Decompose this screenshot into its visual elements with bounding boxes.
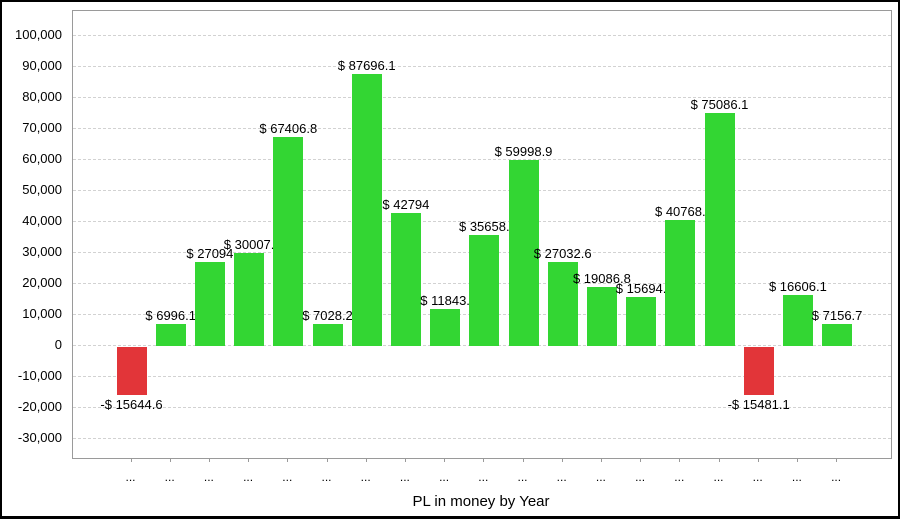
bar [273, 137, 304, 346]
x-axis-tick-mark [640, 458, 642, 462]
bar-value-label: -$ 15481.1 [727, 396, 790, 412]
y-axis-tick-label: 50,000 [22, 182, 62, 197]
x-axis-tick-mark [757, 458, 759, 462]
bar [782, 294, 813, 346]
x-axis-tick-label: ... [282, 470, 293, 484]
x-axis-tick-mark [248, 458, 250, 462]
x-axis-tick-label: ... [321, 470, 332, 484]
x-axis-tick-label: ... [125, 470, 136, 484]
grid-line [73, 376, 891, 377]
x-axis-tick-label: ... [164, 470, 175, 484]
x-axis-tick-mark [326, 458, 328, 462]
x-axis-tick-label: ... [831, 470, 842, 484]
bar [665, 219, 696, 346]
x-axis-tick-mark [130, 458, 132, 462]
x-axis-tick-mark [365, 458, 367, 462]
grid-line [73, 66, 891, 67]
x-axis-tick-label: ... [360, 470, 371, 484]
x-axis-tick-label: ... [399, 470, 410, 484]
bar [351, 74, 382, 346]
bar [430, 309, 461, 346]
x-axis-tick-mark [679, 458, 681, 462]
x-axis-tick-mark [718, 458, 720, 462]
bar [312, 324, 343, 346]
bar [234, 252, 265, 346]
x-axis-tick-mark [522, 458, 524, 462]
x-axis-tick-label: ... [243, 470, 254, 484]
x-axis-tick-mark [169, 458, 171, 462]
bar [390, 213, 421, 346]
y-axis-tick-label: 100,000 [15, 27, 62, 42]
x-axis-tick-mark [208, 458, 210, 462]
y-axis-tick-label: 20,000 [22, 275, 62, 290]
x-axis-tick-label: ... [439, 470, 450, 484]
y-axis-tick-label: -20,000 [17, 399, 62, 414]
y-axis-tick-label: -10,000 [17, 368, 62, 383]
x-axis-tick-label: ... [791, 470, 802, 484]
grid-line [73, 190, 891, 191]
bar [116, 347, 147, 396]
y-axis-tick-label: 30,000 [22, 244, 62, 259]
x-axis-tick-mark [600, 458, 602, 462]
x-axis-tick-mark [796, 458, 798, 462]
plot-area: -$ 15644.6 $ 6996.1 $ 27094 $ 30007. $ 67406… [72, 10, 892, 459]
bar [469, 235, 500, 346]
y-axis-tick-label: 60,000 [22, 151, 62, 166]
bar [194, 262, 225, 346]
bar [626, 297, 657, 346]
grid-line [73, 407, 891, 408]
grid-line [73, 438, 891, 439]
x-axis-tick-label: ... [595, 470, 606, 484]
grid-line [73, 159, 891, 160]
x-axis-tick-mark [287, 458, 289, 462]
x-axis-tick-mark [561, 458, 563, 462]
bar-value-label: $ 16606.1 [768, 278, 827, 294]
grid-line [73, 221, 891, 222]
bar [586, 286, 617, 346]
x-axis-tick-mark [444, 458, 446, 462]
x-axis-tick-mark [404, 458, 406, 462]
y-axis-tick-label: 40,000 [22, 213, 62, 228]
x-axis-tick-mark [836, 458, 838, 462]
x-axis-tick-label: ... [674, 470, 685, 484]
grid-line [73, 128, 891, 129]
x-axis-tick-label: ... [752, 470, 763, 484]
bar-value-label: $ 59998.9 [494, 144, 553, 159]
bar [547, 262, 578, 346]
bar [508, 160, 539, 346]
y-axis-tick-label: 80,000 [22, 89, 62, 104]
bar [704, 113, 735, 346]
y-axis-tick-label: -30,000 [17, 430, 62, 445]
x-axis-title: PL in money by Year [412, 493, 550, 510]
x-axis-tick-label: ... [203, 470, 214, 484]
x-axis-tick-label: ... [556, 470, 567, 484]
bar [743, 347, 774, 395]
bar-value-label: -$ 15644.6 [100, 397, 163, 413]
y-axis-tick-label: 10,000 [22, 306, 62, 321]
x-axis-tick-label: ... [713, 470, 724, 484]
x-axis-tick-label: ... [635, 470, 646, 484]
bar [155, 324, 186, 346]
x-axis-tick-mark [483, 458, 485, 462]
x-axis-tick-label: ... [478, 470, 489, 484]
x-axis-tick-label: ... [517, 470, 528, 484]
grid-line [73, 97, 891, 98]
y-axis-tick-label: 0 [54, 337, 62, 352]
y-axis-tick-label: 70,000 [22, 120, 62, 135]
bar [822, 323, 853, 346]
y-axis-tick-label: 90,000 [22, 58, 62, 73]
grid-line [73, 35, 891, 36]
bar-value-label: $ 75086.1 [690, 97, 749, 113]
